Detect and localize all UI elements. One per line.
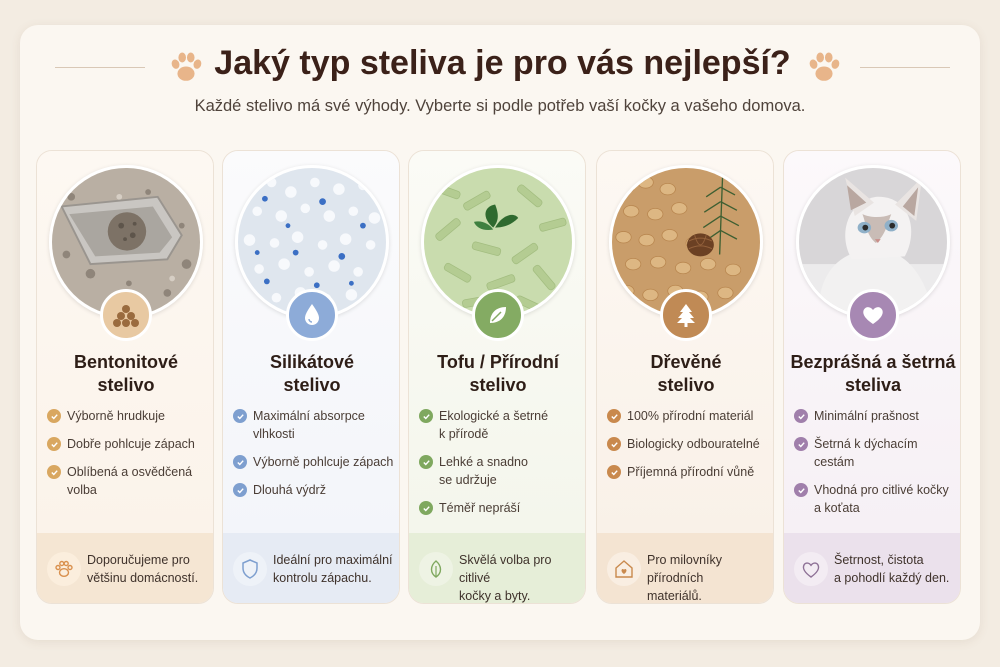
card-footer: Ideální pro maximální kontrolu zápachu.	[223, 533, 399, 603]
card-footer: Doporučujeme pro většinu domácností.	[37, 533, 213, 603]
check-icon	[794, 409, 808, 423]
feature-item: 100% přírodní materiál	[605, 407, 771, 425]
footer-text: Skvělá volba pro citlivé kočky a byty.	[459, 553, 552, 603]
feature-item: Výborně pohlcuje zápach	[231, 453, 397, 471]
feature-list: Minimální prašnost Šetrná k dýchacím cest…	[792, 407, 958, 527]
feature-item: Příjemná přírodní vůně	[605, 463, 771, 481]
card-title: Silikátové stelivo	[269, 352, 355, 395]
paw-icon	[805, 48, 843, 86]
house-heart-icon	[607, 552, 641, 586]
card-silica[interactable]: Silikátové stelivo Maximální absorpce vlhk…	[222, 150, 400, 604]
footer-text: Doporučujeme pro většinu domácností.	[87, 553, 199, 585]
tree-icon	[660, 289, 712, 341]
card-wood[interactable]: Dřevěné stelivo 100% přírodní materiál Bi…	[596, 150, 774, 604]
card-dustfree[interactable]: Bezprášná a šetrná steliva Minimální praš…	[783, 150, 961, 604]
header: Jaký typ steliva je pro vás nejlepší?	[0, 40, 1000, 94]
check-icon	[47, 465, 61, 479]
card-title: Bentonitové stelivo	[73, 352, 178, 395]
check-icon	[607, 409, 621, 423]
feature-item: Ekologické a šetrné k přírodě	[417, 407, 583, 443]
check-icon	[794, 483, 808, 497]
feature-item: Oblíbená a osvědčená volba	[45, 463, 211, 499]
water-drop-icon	[286, 289, 338, 341]
page-subtitle: Každé stelivo má své výhody. Vyberte si …	[194, 97, 806, 115]
shield-icon	[233, 552, 267, 586]
paw-icon	[167, 48, 205, 86]
check-icon	[419, 455, 433, 469]
check-icon	[47, 437, 61, 451]
feature-item: Dobře pohlcuje zápach	[45, 435, 211, 453]
check-icon	[607, 437, 621, 451]
feature-list: 100% přírodní materiál Biologicky odbour…	[605, 407, 771, 491]
leaf-icon	[419, 552, 453, 586]
check-icon	[794, 437, 808, 451]
check-icon	[607, 465, 621, 479]
leaf-icon	[472, 289, 524, 341]
card-bentonite[interactable]: Bentonitové stelivo Výborně hrudkuje Dobř…	[36, 150, 214, 604]
feature-item: Dlouhá výdrž	[231, 481, 397, 499]
card-title: Bezprášná a šetrná steliva	[790, 352, 956, 395]
card-tofu[interactable]: Tofu / Přírodní stelivo Ekologické a šetr…	[408, 150, 586, 604]
heart-outline-icon	[794, 552, 828, 586]
feature-item: Téměř nepráší	[417, 499, 583, 517]
feature-item: Minimální prašnost	[792, 407, 958, 425]
paw-icon	[47, 552, 81, 586]
page-title: Jaký typ steliva je pro vás nejlepší?	[214, 44, 791, 82]
heart-icon	[847, 289, 899, 341]
footer-text: Ideální pro maximální kontrolu zápachu.	[273, 553, 393, 585]
check-icon	[419, 409, 433, 423]
title-divider-right	[860, 67, 950, 68]
check-icon	[233, 409, 247, 423]
footer-text: Pro milovníky přírodních materiálů.	[647, 553, 723, 603]
feature-list: Maximální absorpce vlhkosti Výborně pohlc…	[231, 407, 397, 509]
feature-item: Lehké a snadno se udržuje	[417, 453, 583, 489]
feature-item: Maximální absorpce vlhkosti	[231, 407, 397, 443]
footer-text: Šetrnost, čistota a pohodlí každý den.	[834, 553, 950, 585]
check-icon	[47, 409, 61, 423]
pellets-icon	[100, 289, 152, 341]
feature-list: Výborně hrudkuje Dobře pohlcuje zápach O…	[45, 407, 211, 509]
feature-item: Výborně hrudkuje	[45, 407, 211, 425]
card-footer: Pro milovníky přírodních materiálů.	[597, 533, 773, 603]
feature-item: Biologicky odbouratelné	[605, 435, 771, 453]
silica-litter-image	[235, 165, 389, 319]
card-title: Dřevěné stelivo	[650, 352, 722, 395]
check-icon	[419, 501, 433, 515]
card-footer: Skvělá volba pro citlivé kočky a byty.	[409, 533, 585, 603]
card-footer: Šetrnost, čistota a pohodlí každý den.	[784, 533, 960, 603]
feature-list: Ekologické a šetrné k přírodě Lehké a sna…	[417, 407, 583, 527]
check-icon	[233, 483, 247, 497]
feature-item: Vhodná pro citlivé kočky a koťata	[792, 481, 958, 517]
title-divider-left	[55, 67, 145, 68]
card-title: Tofu / Přírodní stelivo	[437, 352, 559, 395]
check-icon	[233, 455, 247, 469]
feature-item: Šetrná k dýchacím cestám	[792, 435, 958, 471]
